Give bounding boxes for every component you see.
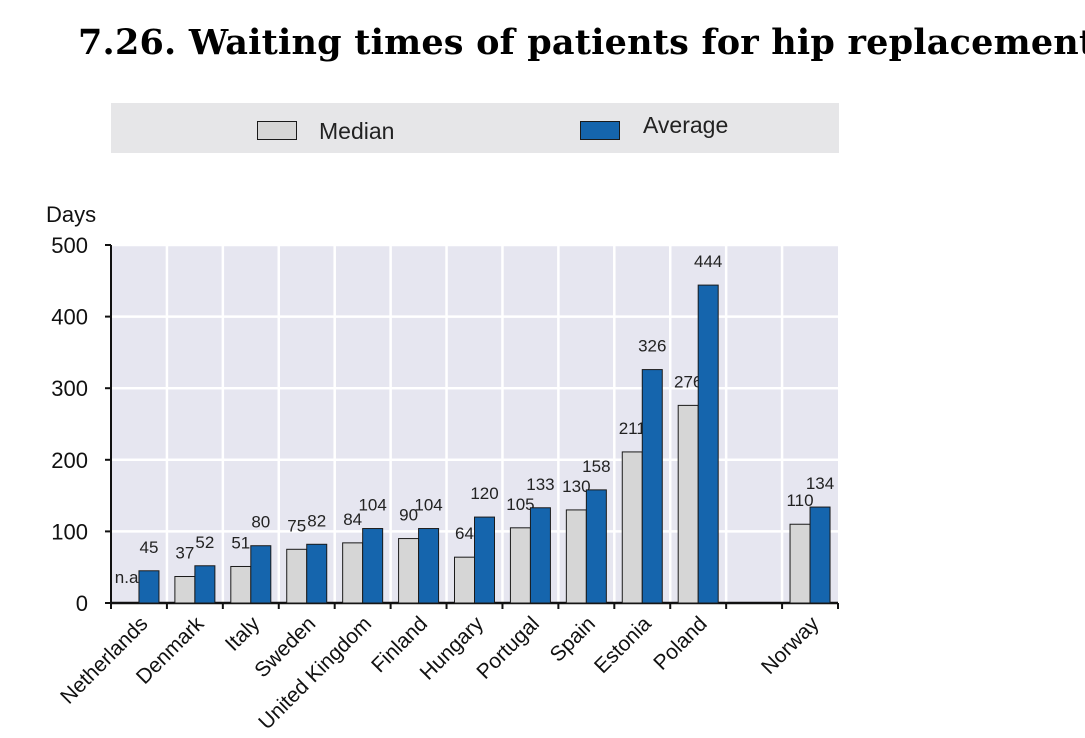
data-label-average: 82 — [307, 511, 326, 530]
bar-median — [230, 565, 252, 604]
data-label-average: 326 — [638, 337, 666, 356]
bar-median — [677, 404, 699, 604]
data-label-average: 133 — [526, 475, 554, 494]
bar-median — [174, 576, 196, 604]
data-label-average: 134 — [806, 474, 834, 493]
legend-label-average: Average — [643, 112, 729, 138]
data-label-average: 104 — [358, 496, 386, 515]
data-label-median: 276 — [674, 372, 702, 391]
category-label: Spain — [546, 612, 600, 666]
bar-average — [641, 369, 663, 604]
category-label: Poland — [649, 612, 712, 675]
bar-median — [621, 451, 643, 604]
data-label-average: 158 — [582, 457, 610, 476]
data-label-median: 84 — [343, 510, 362, 529]
bar-average — [306, 543, 328, 604]
y-tick-label: 100 — [51, 519, 88, 544]
bar-average — [529, 507, 551, 604]
bar-average — [697, 284, 719, 604]
bar-median — [342, 542, 364, 604]
category-label: Portugal — [472, 612, 544, 684]
bar-average — [250, 545, 272, 604]
bar-median — [789, 523, 811, 604]
bar-average — [809, 506, 831, 604]
y-tick-label: 500 — [51, 233, 88, 258]
data-label-average: 52 — [195, 533, 214, 552]
category-label: Norway — [757, 612, 824, 679]
legend: Median Average — [111, 103, 839, 153]
data-label-median: 90 — [399, 506, 418, 525]
bar-average — [418, 528, 440, 604]
data-label-average: 80 — [251, 513, 270, 532]
y-tick-label: 0 — [76, 591, 88, 616]
legend-label-median: Median — [319, 118, 395, 144]
data-label-average: 120 — [470, 484, 498, 503]
category-label: Netherlands — [56, 612, 152, 708]
legend-swatch-median — [257, 121, 297, 140]
bar-average — [138, 570, 160, 604]
data-label-median: 37 — [175, 544, 194, 563]
chart-title: 7.26. Waiting times of patients for hip … — [78, 22, 1085, 63]
y-axis-label: Days — [46, 202, 96, 227]
data-label-median: 51 — [231, 533, 250, 552]
data-label-median: n.a. — [115, 568, 143, 587]
legend-swatch-average — [580, 121, 620, 140]
data-label-average: 104 — [414, 496, 442, 515]
bar-average — [194, 565, 216, 604]
y-tick-label: 300 — [51, 376, 88, 401]
category-label: Italy — [221, 612, 265, 656]
data-label-median: 105 — [506, 495, 534, 514]
y-tick-label: 200 — [51, 448, 88, 473]
data-label-median: 130 — [562, 477, 590, 496]
bar-median — [398, 538, 420, 604]
y-tick-label: 400 — [51, 305, 88, 330]
data-label-median: 75 — [287, 516, 306, 535]
bar-median — [454, 556, 475, 604]
bar-average — [362, 528, 384, 604]
bar-average — [474, 516, 495, 604]
bar-median — [509, 527, 531, 604]
data-label-average: 444 — [694, 252, 722, 271]
data-label-median: 64 — [455, 524, 474, 543]
bar-average — [585, 489, 607, 604]
data-label-median: 211 — [619, 419, 646, 438]
data-label-median: 110 — [786, 491, 813, 510]
category-label: Estonia — [590, 612, 656, 678]
bar-median — [286, 548, 308, 604]
bar-median — [565, 509, 587, 604]
data-label-average: 45 — [140, 538, 159, 557]
